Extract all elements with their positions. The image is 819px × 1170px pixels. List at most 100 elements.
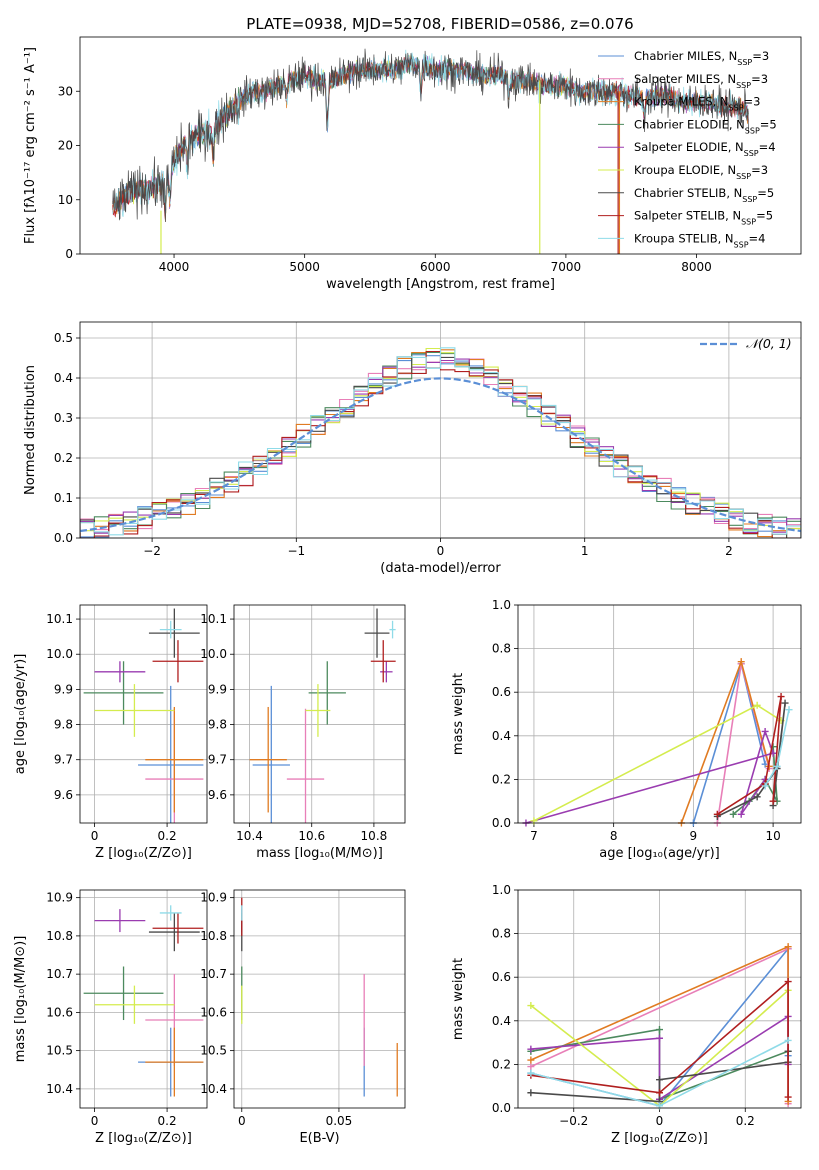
x-tick-label: 4000	[159, 260, 190, 274]
x-tick-label: −0.2	[559, 1114, 588, 1128]
mass-weight-marker	[784, 978, 792, 986]
spectrum-series-line	[112, 48, 749, 223]
mass-weight-marker	[527, 1089, 535, 1097]
mass-weight-marker	[784, 1093, 792, 1101]
y-tick-label: 1.0	[492, 598, 511, 612]
legend-entry: Chabrier MILES, NSSP=3	[634, 49, 769, 67]
mass-weight-marker	[773, 762, 781, 770]
mass-weight-marker	[785, 706, 793, 714]
y-tick-label: 0.0	[492, 1101, 511, 1115]
x-tick-label: −1	[287, 544, 305, 558]
y-tick-label: 10.0	[200, 647, 227, 661]
mass-weight-marker	[737, 658, 745, 666]
y-tick-label: 9.6	[54, 788, 73, 802]
y-tick-label: 9.6	[208, 788, 227, 802]
y-tick-label: 0.4	[492, 729, 511, 743]
x-axis-label: Z [log₁₀(Z/Z⊙)]	[611, 1131, 708, 1146]
y-tick-label: 0.0	[54, 531, 73, 545]
y-tick-label: 20	[58, 139, 73, 153]
residual-histogram-panel: −2 −1 0 1 2 0.0 0.1 0.2 0.3 0.4 0.5 (data-model)/er…	[23, 321, 802, 576]
x-tick-label: 6000	[420, 260, 451, 274]
y-tick-label: 0.6	[492, 685, 511, 699]
y-tick-label: 10	[58, 193, 73, 207]
spectrum-lines	[112, 48, 749, 254]
age-vs-metallicity-panel: 0 0.2 9.6 9.7 9.8 9.9 10.0 10.1 Z [log₁₀(Z/Z⊙)] a…	[13, 604, 208, 861]
y-tick-label: 0.4	[492, 1014, 511, 1028]
y-tick-label: 10.8	[46, 929, 73, 943]
mass-weight-marker	[656, 1034, 663, 1042]
mass-weight-marker	[777, 693, 785, 701]
legend-entry: 𝒩(0, 1)	[746, 336, 792, 351]
legend-entry: Kroupa ELODIE, NSSP=3	[634, 163, 768, 181]
x-axis-label: wavelength [Angstrom, rest frame]	[326, 277, 555, 292]
mass-weight-marker	[761, 782, 769, 790]
histogram-step-line	[80, 347, 801, 538]
y-axis-label: age [log₁₀(age/yr)]	[13, 654, 28, 775]
axes-frame	[517, 604, 802, 824]
y-tick-label: 0	[65, 247, 73, 261]
mass-weight-marker	[737, 810, 745, 818]
x-tick-label: 0.05	[326, 1114, 353, 1128]
x-tick-label: 0.2	[158, 829, 177, 843]
spectrum-panel: 4000 5000 6000 7000 8000 0 10 20 30 wavelength [A…	[23, 36, 802, 292]
x-axis-label: age [log₁₀(age/yr)]	[599, 846, 720, 861]
mass-weight-marker	[761, 727, 769, 735]
x-tick-label: 0	[91, 1114, 99, 1128]
y-tick-label: 10.4	[46, 1082, 73, 1096]
y-tick-label: 10.1	[46, 612, 73, 626]
x-axis-label: Z [log₁₀(Z/Z⊙)]	[95, 1131, 192, 1146]
y-tick-label: 9.7	[54, 753, 73, 767]
axes-frame	[233, 889, 406, 1109]
mass-weight-series-line	[716, 696, 782, 815]
y-tick-label: 10.5	[46, 1044, 73, 1058]
legend-entry: Salpeter MILES, NSSP=3	[634, 72, 768, 90]
mass-weight-marker	[656, 1089, 663, 1097]
y-tick-label: 0.8	[492, 642, 511, 656]
x-tick-label: 8000	[681, 260, 712, 274]
y-tick-label: 10.5	[200, 1044, 227, 1058]
x-tick-label: 10	[765, 829, 780, 843]
y-tick-label: 0.5	[54, 331, 73, 345]
mass-vs-metallicity-panel: 0 0.2 10.4 10.5 10.6 10.7 10.8 10.9 Z [log₁₀(Z/Z…	[13, 889, 208, 1146]
y-axis-label: mass [log₁₀(M/M⊙)]	[13, 936, 28, 1063]
y-axis-label: Normed distribution	[23, 365, 38, 495]
axes-frame	[79, 889, 208, 1109]
axes-frame	[79, 36, 802, 255]
y-tick-label: 10.6	[200, 1005, 227, 1019]
y-tick-label: 10.9	[46, 891, 73, 905]
y-tick-label: 9.8	[54, 718, 73, 732]
y-tick-label: 0.4	[54, 371, 73, 385]
legend-entry: Salpeter ELODIE, NSSP=4	[634, 140, 776, 158]
y-tick-label: 9.7	[208, 753, 227, 767]
errorbar-points	[83, 608, 204, 823]
axes-frame	[79, 604, 208, 824]
y-tick-label: 0.0	[492, 816, 511, 830]
mass-weight-vs-age-panel: 7 8 9 10 0.0 0.2 0.4 0.6 0.8 1.0 age [log₁₀(age/yr…	[451, 598, 802, 861]
y-tick-label: 9.8	[208, 718, 227, 732]
x-tick-label: 5000	[289, 260, 320, 274]
mass-weight-vs-metallicity-panel: −0.2 0 0.2 0.0 0.2 0.4 0.6 0.8 1.0 Z [log₁₀(Z/Z⊙)…	[451, 883, 802, 1146]
y-tick-label: 0.2	[492, 772, 511, 786]
gaussian-reference-curve	[80, 377, 801, 533]
legend-entry: Salpeter STELIB, NSSP=5	[634, 209, 773, 227]
y-tick-label: 1.0	[492, 883, 511, 897]
mass-weight-marker	[769, 797, 777, 805]
mass-weight-lines	[522, 658, 793, 827]
y-tick-label: 0.1	[54, 491, 73, 505]
mass-weight-marker	[527, 1045, 535, 1053]
y-tick-label: 30	[58, 84, 73, 98]
y-tick-label: 10.6	[46, 1005, 73, 1019]
y-tick-label: 0.2	[54, 451, 73, 465]
mass-weight-marker	[713, 810, 721, 818]
mass-vs-extinction-panel: 0 0.05 10.4 10.5 10.6 10.7 10.8 10.9 E(B-V)	[200, 889, 406, 1146]
x-tick-label: 10.4	[236, 829, 263, 843]
x-tick-label: 0	[656, 1114, 664, 1128]
mass-weight-series-line	[680, 659, 770, 824]
x-tick-label: 8	[610, 829, 618, 843]
mass-weight-marker	[527, 1069, 535, 1077]
mass-weight-marker	[656, 1026, 663, 1034]
y-tick-label: 0.6	[492, 970, 511, 984]
mass-weight-series-line	[525, 728, 775, 824]
x-tick-label: 7	[530, 829, 538, 843]
